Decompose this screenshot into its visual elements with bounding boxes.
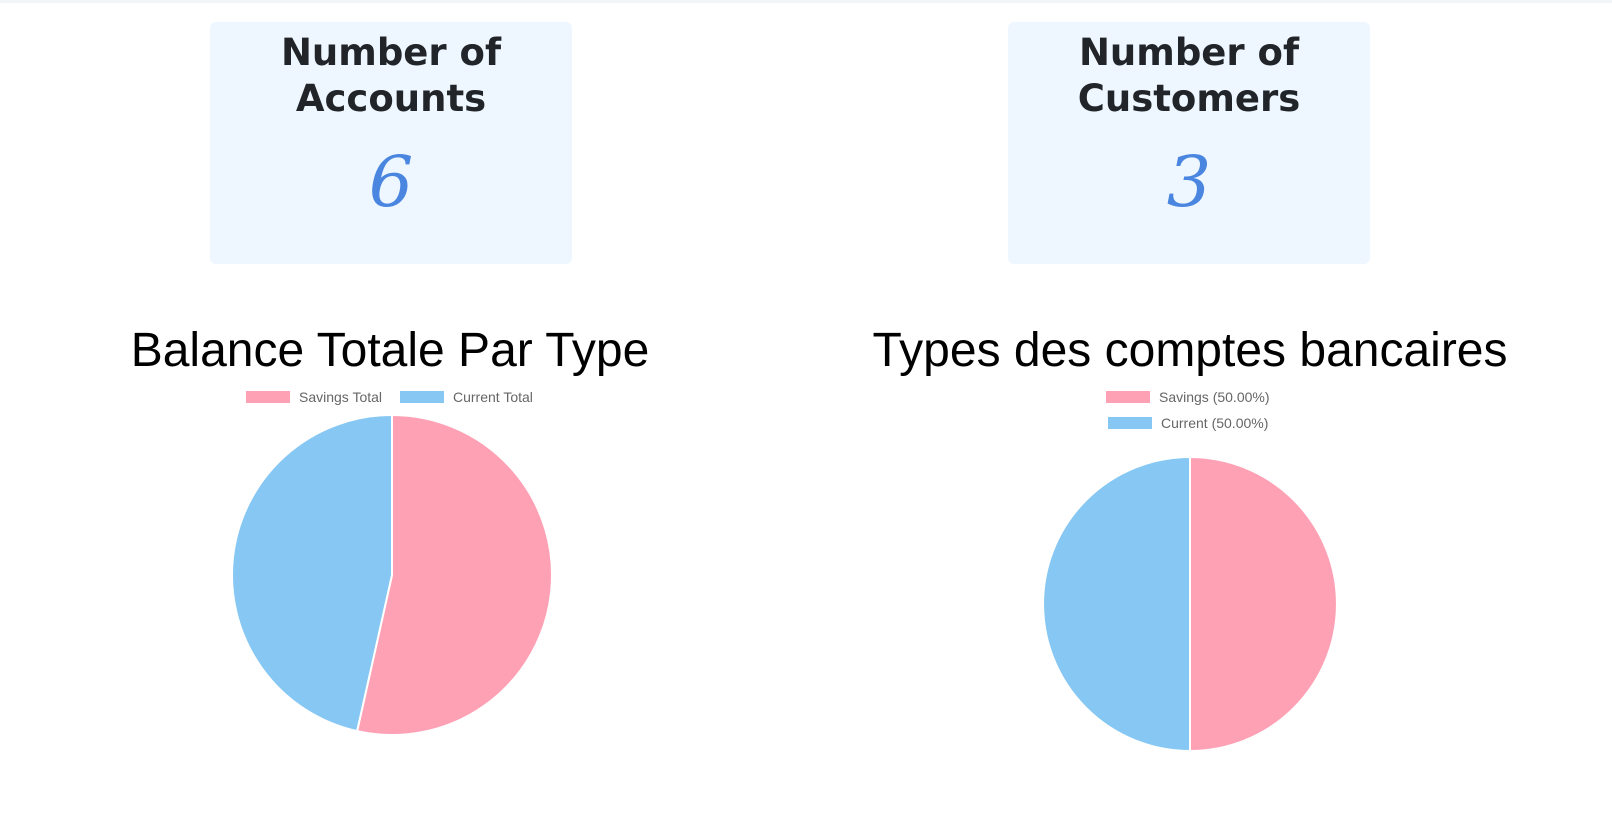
customers-count-value: 3 — [1166, 141, 1212, 223]
legend-swatch-savings-total[interactable] — [246, 391, 290, 403]
legend-label-savings-total[interactable]: Savings Total — [299, 389, 382, 405]
account-types-chart: Types des comptes bancaires Savings (50.… — [850, 318, 1530, 808]
balance-pie-svg: Savings Total Current Total — [231, 389, 553, 736]
pie-slice-current-total[interactable] — [231, 413, 393, 733]
accounts-card-title: Number of Accounts — [280, 31, 502, 120]
accounts-count-value: 6 — [368, 141, 414, 223]
pie-slice-savings-total[interactable] — [355, 413, 553, 736]
pie-slice-savings-50-00[interactable] — [1189, 455, 1338, 753]
legend-swatch-current-50-00[interactable] — [1108, 417, 1152, 429]
accounts-count-card: Number of Accounts 6 — [210, 22, 572, 264]
types-chart-title: Types des comptes bancaires — [872, 324, 1508, 377]
top-border — [0, 0, 1612, 3]
customers-card-title: Number of Customers — [1077, 31, 1301, 120]
legend-label-savings-50-00[interactable]: Savings (50.00%) — [1159, 389, 1270, 405]
balance-chart-title: Balance Totale Par Type — [130, 324, 650, 377]
pie-slice-current-50-00[interactable] — [1042, 455, 1191, 753]
legend-label-current-50-00[interactable]: Current (50.00%) — [1161, 415, 1268, 431]
legend-swatch-savings-50-00[interactable] — [1106, 391, 1150, 403]
legend-label-current-total[interactable]: Current Total — [453, 389, 533, 405]
customers-count-card: Number of Customers 3 — [1008, 22, 1370, 264]
types-pie-svg: Savings (50.00%) Current (50.00%) — [1042, 389, 1338, 753]
balance-by-type-chart: Balance Totale Par Type Savings Total Cur… — [100, 318, 680, 808]
legend-swatch-current-total[interactable] — [400, 391, 444, 403]
